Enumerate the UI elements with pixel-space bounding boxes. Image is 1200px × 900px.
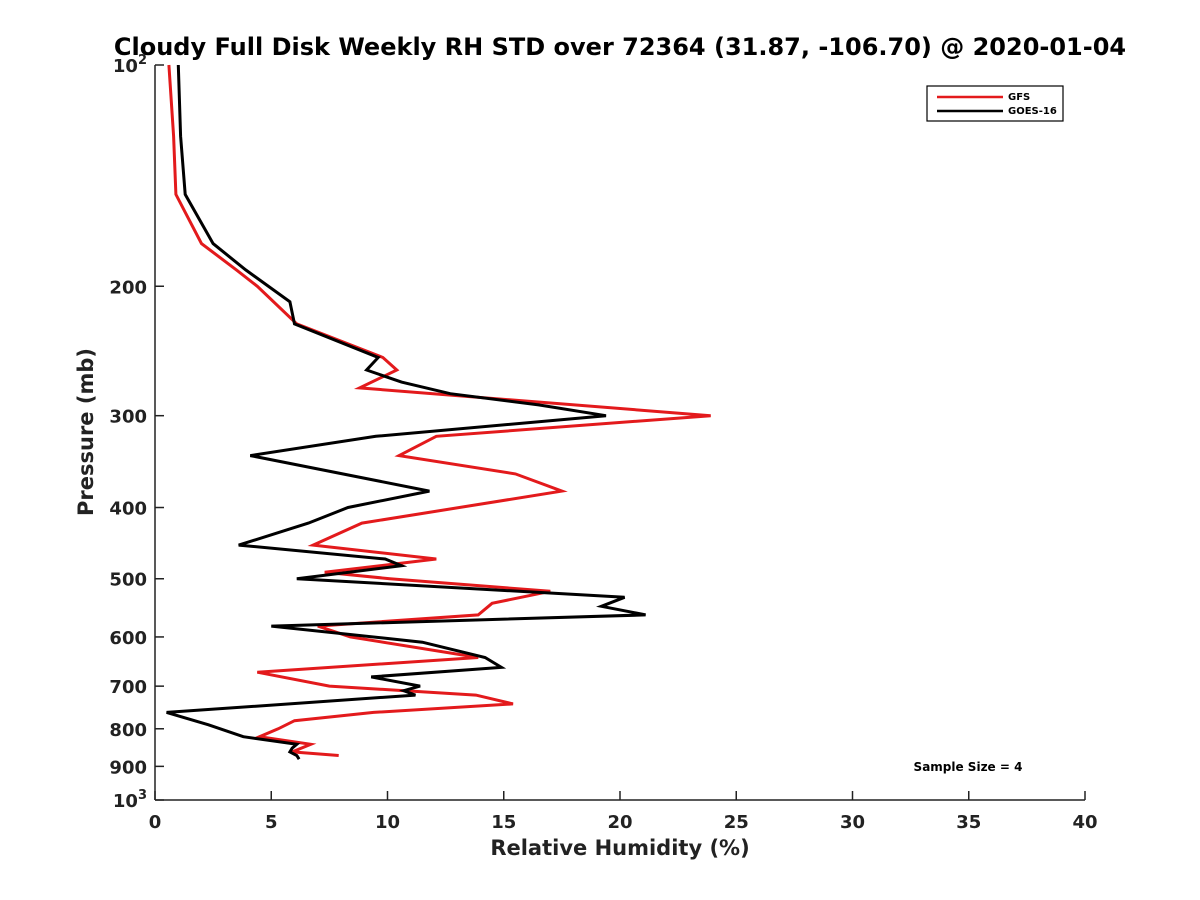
x-tick-label: 15: [491, 812, 516, 833]
sample-size-annotation: Sample Size = 4: [914, 760, 1023, 774]
series-layer: [166, 64, 711, 760]
legend-label-gfs: GFS: [1008, 92, 1030, 103]
y-tick-label: 300: [109, 407, 147, 428]
x-tick-label: 10: [375, 812, 400, 833]
chart-title: Cloudy Full Disk Weekly RH STD over 7236…: [114, 33, 1126, 61]
y-tick-label: 700: [109, 677, 147, 698]
y-tick-label: 900: [109, 757, 147, 778]
tick-layer: 0 5 10 15 20 25 30 35 40 102 200 300 400 500 600 700 800…: [109, 53, 1097, 833]
y-tick-label: 600: [109, 628, 147, 649]
series-line-goes16: [166, 64, 646, 760]
x-tick-label: 5: [265, 812, 278, 833]
y-axis-label: Pressure (mb): [74, 348, 98, 516]
y-tick-label: 500: [109, 570, 147, 591]
x-tick-label: 20: [607, 812, 632, 833]
x-tick-label: 40: [1072, 812, 1097, 833]
legend-label-goes16: GOES-16: [1008, 106, 1057, 117]
x-tick-label: 35: [956, 812, 981, 833]
legend: GFS GOES-16: [926, 85, 1064, 122]
y-tick-label: 103: [113, 788, 147, 812]
x-tick-label: 25: [724, 812, 749, 833]
y-tick-label: 800: [109, 720, 147, 741]
x-tick-label: 30: [840, 812, 865, 833]
x-axis-label: Relative Humidity (%): [490, 836, 749, 860]
y-tick-label: 102: [113, 53, 147, 77]
legend-box: [926, 85, 1064, 122]
y-tick-label: 200: [109, 277, 147, 298]
x-tick-label: 0: [149, 812, 162, 833]
y-tick-label: 400: [109, 499, 147, 520]
